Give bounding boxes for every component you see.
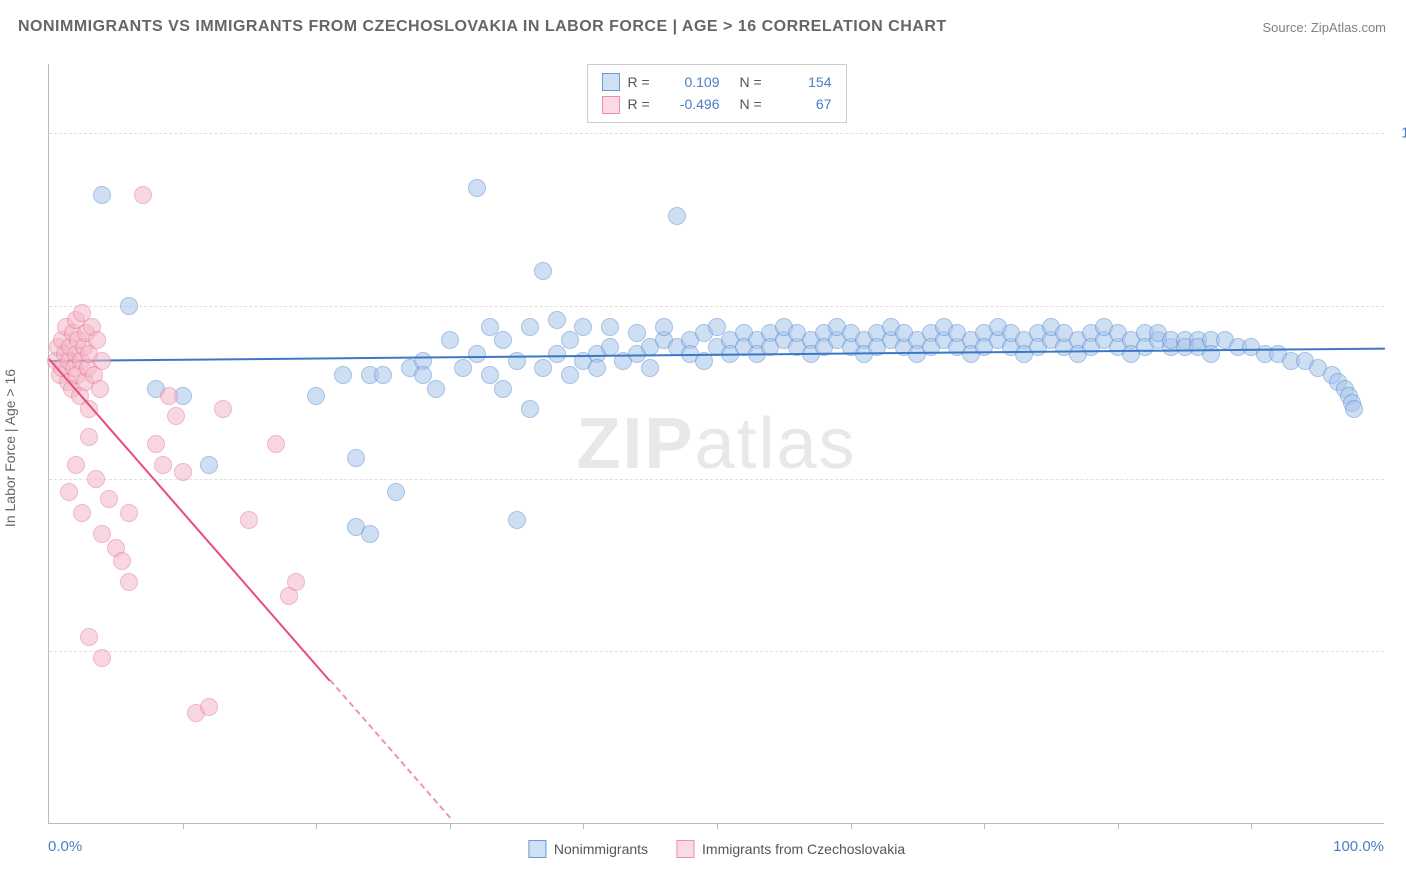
x-tick-label: 100.0%	[1333, 838, 1384, 855]
scatter-point	[80, 628, 98, 646]
scatter-point	[100, 490, 118, 508]
legend-r-value: 0.109	[664, 71, 720, 93]
scatter-point	[91, 380, 109, 398]
x-tick-label: 0.0%	[48, 838, 82, 855]
scatter-point	[147, 435, 165, 453]
scatter-point	[468, 345, 486, 363]
legend-n-value: 67	[776, 93, 832, 115]
scatter-point	[80, 428, 98, 446]
scatter-point	[601, 318, 619, 336]
scatter-point	[548, 311, 566, 329]
scatter-point	[534, 262, 552, 280]
scatter-point	[120, 573, 138, 591]
legend-r-label: R =	[628, 71, 656, 93]
watermark-bold: ZIP	[576, 404, 694, 484]
x-tick	[450, 823, 451, 829]
scatter-point	[134, 186, 152, 204]
scatter-point	[508, 511, 526, 529]
scatter-point	[441, 331, 459, 349]
scatter-point	[113, 552, 131, 570]
x-tick	[851, 823, 852, 829]
scatter-point	[1345, 400, 1363, 418]
scatter-point	[174, 463, 192, 481]
x-tick	[1118, 823, 1119, 829]
scatter-point	[214, 400, 232, 418]
scatter-point	[521, 400, 539, 418]
scatter-point	[87, 470, 105, 488]
scatter-point	[374, 366, 392, 384]
scatter-point	[427, 380, 445, 398]
y-tick-label: 100.0%	[1401, 125, 1406, 142]
legend-n-label: N =	[740, 93, 768, 115]
scatter-point	[267, 435, 285, 453]
watermark-light: atlas	[694, 404, 856, 484]
legend-r-label: R =	[628, 93, 656, 115]
gridline-h	[49, 306, 1384, 307]
scatter-point	[88, 331, 106, 349]
legend-top-row: R = -0.496 N = 67	[602, 93, 832, 115]
y-axis-title: In Labor Force | Age > 16	[2, 369, 18, 527]
scatter-point	[200, 456, 218, 474]
x-tick	[183, 823, 184, 829]
scatter-point	[454, 359, 472, 377]
scatter-point	[200, 698, 218, 716]
scatter-point	[561, 366, 579, 384]
scatter-point	[120, 504, 138, 522]
scatter-point	[641, 359, 659, 377]
trend-line	[329, 680, 451, 819]
scatter-point	[93, 352, 111, 370]
source-attribution: Source: ZipAtlas.com	[1262, 20, 1386, 35]
legend-n-label: N =	[740, 71, 768, 93]
scatter-point	[73, 504, 91, 522]
x-tick	[717, 823, 718, 829]
x-tick	[984, 823, 985, 829]
scatter-point	[347, 449, 365, 467]
scatter-point	[93, 649, 111, 667]
scatter-point	[668, 207, 686, 225]
chart-title: NONIMMIGRANTS VS IMMIGRANTS FROM CZECHOS…	[18, 18, 947, 36]
scatter-point	[655, 318, 673, 336]
scatter-point	[561, 331, 579, 349]
gridline-h	[49, 651, 1384, 652]
legend-correlation-box: R = 0.109 N = 154 R = -0.496 N = 67	[587, 64, 847, 123]
legend-swatch	[602, 96, 620, 114]
scatter-point	[167, 407, 185, 425]
scatter-point	[154, 456, 172, 474]
scatter-point	[494, 331, 512, 349]
watermark: ZIPatlas	[576, 403, 856, 485]
gridline-h	[49, 479, 1384, 480]
legend-n-value: 154	[776, 71, 832, 93]
scatter-point	[588, 359, 606, 377]
scatter-point	[67, 456, 85, 474]
scatter-point	[494, 380, 512, 398]
scatter-point	[534, 359, 552, 377]
scatter-point	[307, 387, 325, 405]
scatter-point	[574, 318, 592, 336]
scatter-point	[60, 483, 78, 501]
scatter-point	[1202, 345, 1220, 363]
x-axis-labels: 0.0% 100.0%	[48, 838, 1384, 858]
scatter-point	[240, 511, 258, 529]
legend-swatch	[602, 73, 620, 91]
scatter-point	[334, 366, 352, 384]
scatter-point	[361, 525, 379, 543]
scatter-point	[468, 179, 486, 197]
scatter-point	[548, 345, 566, 363]
scatter-point	[387, 483, 405, 501]
gridline-h	[49, 133, 1384, 134]
plot-area: ZIPatlas R =0.109N =154R =-0.496N =67 No…	[48, 64, 1384, 824]
legend-r-value: -0.496	[664, 93, 720, 115]
scatter-point	[521, 318, 539, 336]
scatter-point	[160, 387, 178, 405]
x-tick	[583, 823, 584, 829]
x-tick	[1251, 823, 1252, 829]
x-tick	[316, 823, 317, 829]
scatter-point	[120, 297, 138, 315]
legend-top-row: R = 0.109 N = 154	[602, 71, 832, 93]
scatter-point	[287, 573, 305, 591]
scatter-point	[93, 186, 111, 204]
